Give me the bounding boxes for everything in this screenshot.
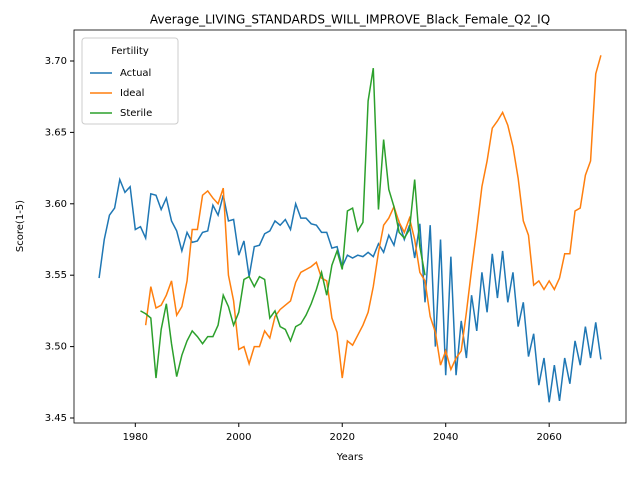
plot-frame — [73, 29, 627, 424]
y-tick-label: 3.70 — [45, 56, 67, 67]
y-tick-label: 3.45 — [45, 413, 67, 424]
line-series — [140, 68, 426, 379]
x-axis-label: Years — [336, 452, 363, 463]
y-tick-label: 3.60 — [45, 199, 67, 210]
y-tick-label: 3.65 — [45, 127, 67, 138]
legend-label: Ideal — [120, 88, 144, 99]
x-tick-label: 1980 — [123, 432, 148, 443]
y-tick-label: 3.55 — [45, 270, 67, 281]
x-tick-label: 2020 — [330, 432, 355, 443]
x-tick-label: 2040 — [433, 432, 458, 443]
legend: Fertility Actual Ideal Sterile — [81, 37, 179, 125]
x-tick-label: 2000 — [226, 432, 251, 443]
legend-title: Fertility — [111, 46, 149, 57]
legend-label: Actual — [120, 68, 151, 79]
y-tick-label: 3.50 — [45, 342, 67, 353]
x-tick-label: 2060 — [536, 432, 561, 443]
y-axis-label: Score(1-5) — [15, 200, 26, 252]
legend-box — [81, 37, 179, 125]
line-series — [98, 176, 602, 403]
chart-title: Average_LIVING_STANDARDS_WILL_IMPROVE_Bl… — [150, 13, 550, 27]
legend-label: Sterile — [120, 108, 152, 119]
line-series — [144, 55, 602, 379]
